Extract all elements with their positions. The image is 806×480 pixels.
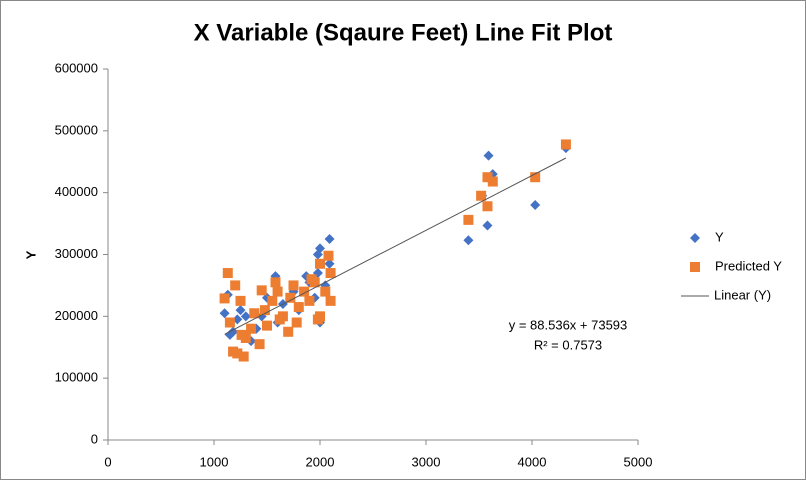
y-tick-label: 200000 [55,308,98,323]
point [219,293,230,304]
trend-equation: y = 88.536x + 73593 [509,317,628,332]
point [259,305,270,316]
point [285,292,296,303]
point [222,268,233,279]
point [306,274,317,285]
point [224,317,235,328]
x-tick-label: 5000 [624,454,653,469]
point [262,320,272,331]
point [482,220,493,231]
y-tick-label: 100000 [55,370,98,385]
point [274,314,285,325]
point [320,286,331,297]
legend-marker [690,233,700,243]
legend-label: Linear (Y) [714,287,771,302]
point [530,172,541,183]
point [315,258,325,269]
trendline [224,157,567,335]
point [476,190,487,201]
point [315,311,325,322]
point [487,176,498,187]
y-axis-label: Y [23,250,38,259]
x-tick-label: 0 [104,454,111,469]
point [530,200,541,211]
y-tick-label: 300000 [55,246,98,261]
point [267,295,278,306]
point [236,329,247,340]
point [325,268,336,279]
x-tick-label: 3000 [412,454,441,469]
point [324,234,335,245]
point [230,280,241,291]
point [249,308,260,319]
x-tick-label: 4000 [518,454,547,469]
y-tick-label: 600000 [55,60,98,75]
x-tick-label: 2000 [306,454,335,469]
point [483,150,494,161]
point [246,323,257,334]
legend-label: Y [715,229,724,244]
point [240,311,251,322]
point [256,285,267,296]
point [482,172,493,183]
point [299,286,310,297]
point [291,317,302,328]
point [270,277,281,288]
x-tick-label: 1000 [200,454,229,469]
point [482,201,493,212]
point [283,326,294,337]
legend-label: Predicted Y [715,258,782,273]
point [232,348,243,359]
chart-title: X Variable (Sqaure Feet) Line Fit Plot [194,19,613,46]
point [325,295,336,306]
point [238,351,249,362]
point [219,308,230,319]
y-tick-label: 500000 [55,122,98,137]
point [235,305,246,316]
point [293,302,304,313]
point [463,235,474,246]
y-tick-label: 400000 [55,184,98,199]
point [463,214,474,225]
point [272,286,283,297]
trend-r2: R² = 0.7573 [534,337,602,352]
point [304,295,315,306]
point [312,249,323,260]
y-tick-label: 0 [91,431,98,446]
point [235,295,246,306]
point [323,250,334,261]
point [288,280,299,291]
point [324,258,335,269]
point [254,339,265,350]
legend-marker [690,262,700,272]
point [560,139,571,150]
